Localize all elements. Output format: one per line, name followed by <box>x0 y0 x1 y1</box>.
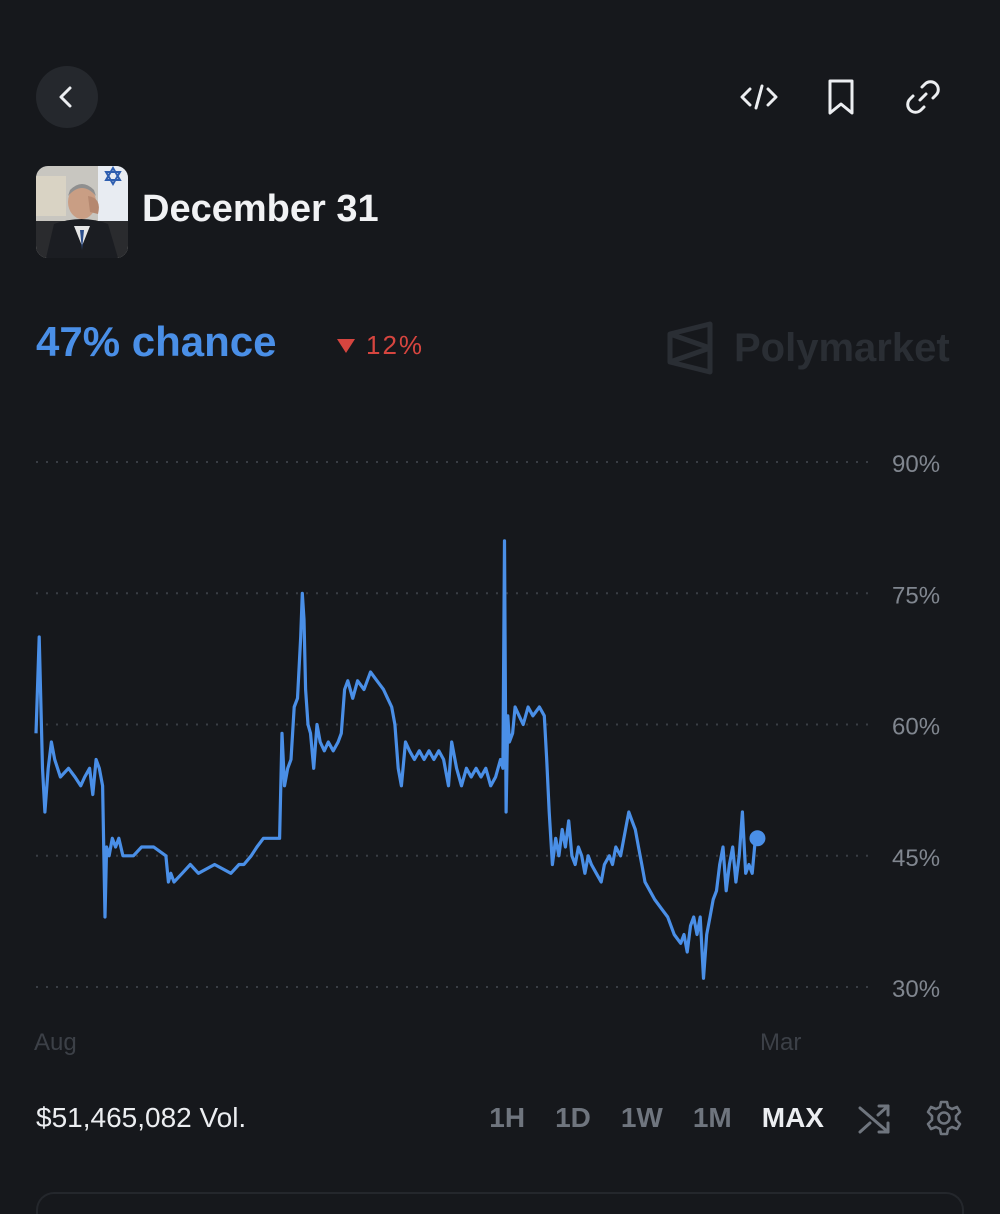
range-1w[interactable]: 1W <box>620 1102 663 1133</box>
shuffle-icon <box>858 1104 890 1134</box>
market-title: December 31 <box>142 188 379 230</box>
polymarket-watermark: Polymarket <box>666 320 950 376</box>
down-triangle-icon <box>337 338 355 353</box>
chart-footer: $51,465,082 Vol. 1H 1D 1W 1M MAX <box>36 1096 964 1140</box>
series-line <box>34 539 757 980</box>
settings-gear-icon <box>926 1100 962 1136</box>
back-button[interactable] <box>36 66 98 128</box>
bookmark-icon <box>828 79 854 115</box>
volume-label: $51,465,082 Vol. <box>36 1102 247 1133</box>
person-photo <box>36 166 128 258</box>
y-tick-label: 45% <box>892 845 940 872</box>
latest-point <box>749 830 766 847</box>
x-tick-label: Aug <box>34 1029 77 1056</box>
range-1d[interactable]: 1D <box>555 1102 591 1133</box>
embed-button[interactable] <box>738 76 780 118</box>
back-icon <box>59 86 72 108</box>
y-tick-label: 60% <box>892 714 940 741</box>
link-icon <box>906 80 940 114</box>
price-change: 12% <box>336 330 424 361</box>
range-1m[interactable]: 1M <box>692 1102 732 1133</box>
x-tick-label: Mar <box>760 1029 801 1056</box>
copy-link-button[interactable] <box>902 76 944 118</box>
price-change-value: 12% <box>366 330 425 360</box>
watermark-text: Polymarket <box>734 325 950 370</box>
chance-value: 47% chance <box>36 318 277 365</box>
time-range-selector: 1H 1D 1W 1M MAX <box>489 1098 964 1138</box>
price-chart[interactable]: 90% 75% 60% 45% 30% Aug Mar <box>0 430 1000 1070</box>
market-thumbnail <box>36 166 128 258</box>
embed-code-icon <box>740 84 778 110</box>
y-tick-label: 75% <box>892 582 940 609</box>
shuffle-button[interactable] <box>854 1098 894 1138</box>
range-max[interactable]: MAX <box>761 1102 824 1133</box>
range-1h[interactable]: 1H <box>489 1102 526 1133</box>
settings-button[interactable] <box>924 1098 964 1138</box>
bookmark-button[interactable] <box>820 76 862 118</box>
bottom-sheet-edge <box>36 1192 964 1214</box>
y-tick-label: 90% <box>892 451 940 478</box>
y-tick-label: 30% <box>892 976 940 1003</box>
polymarket-logo-icon <box>667 321 713 375</box>
